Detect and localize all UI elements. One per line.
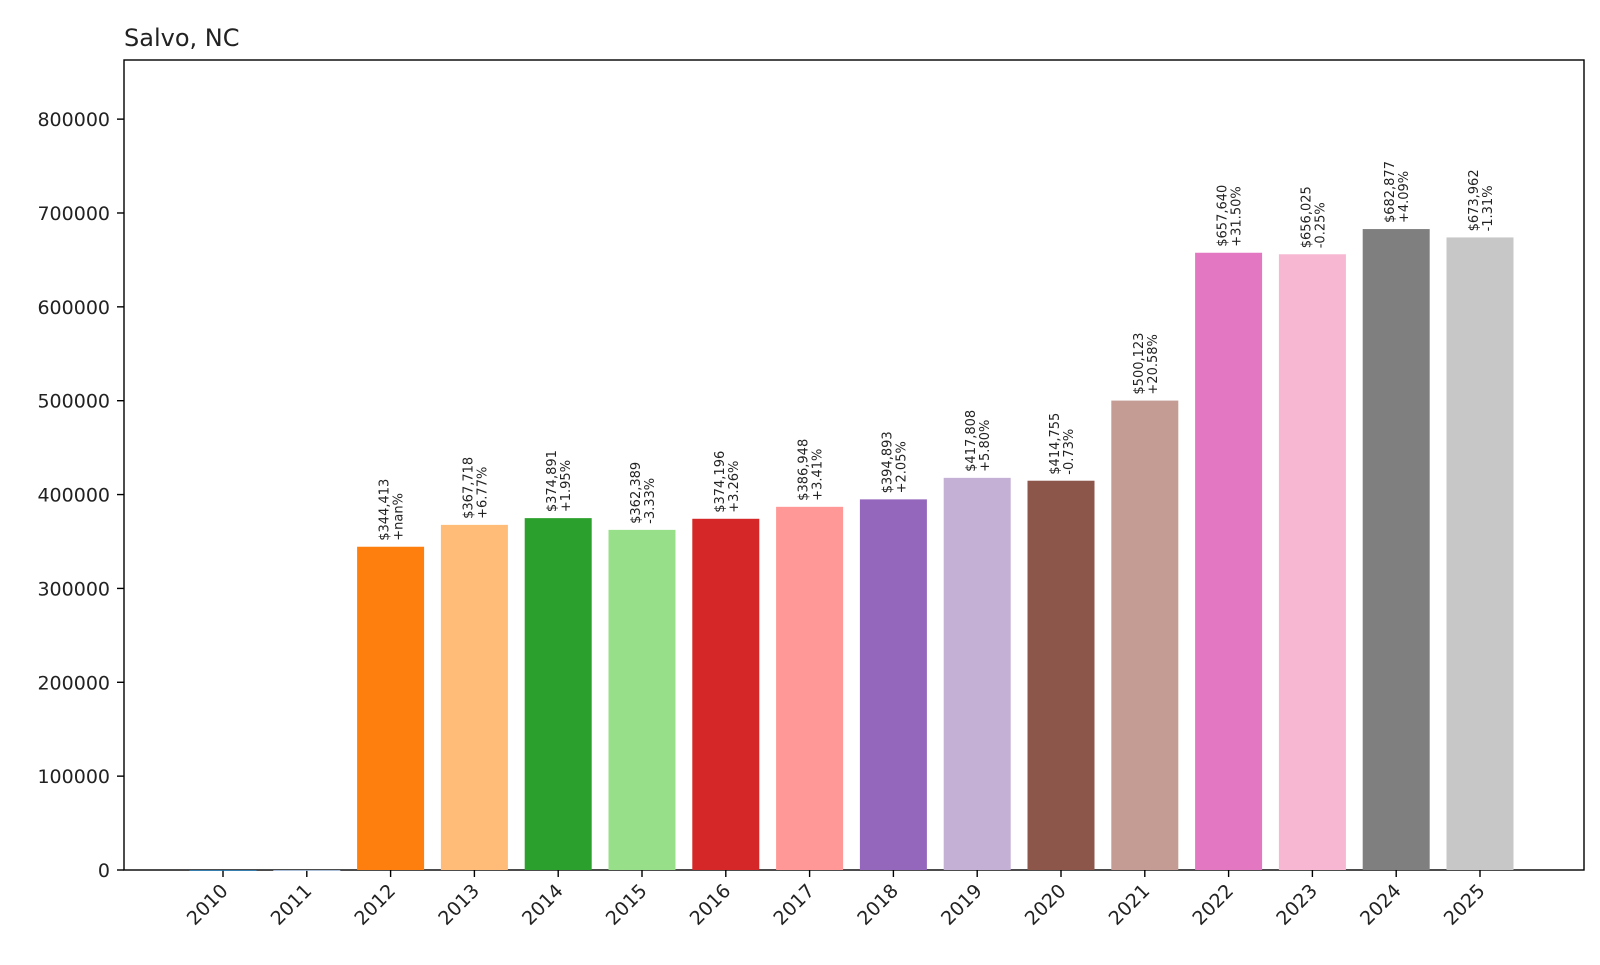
- bar-value-label: $500,123: [1132, 333, 1147, 395]
- bar-value-label: $386,948: [797, 439, 812, 501]
- bar-label: $682,877 +4.09%: [1383, 161, 1412, 223]
- bar-value-label: $367,718: [461, 457, 476, 519]
- bar-value-label: $362,389: [629, 462, 644, 524]
- data-labels: $344,413 +nan% $367,718 +6.77% $374,891 +1.95…: [378, 161, 1496, 541]
- x-tick-label: 2020: [1021, 880, 1071, 930]
- y-tick-label: 500000: [37, 391, 110, 413]
- plot-area-frame: [123, 59, 1585, 871]
- bar-label: $344,413 +nan%: [378, 479, 407, 541]
- x-tick-label: 2016: [686, 880, 736, 930]
- bar-label: $362,389 -3.33%: [629, 462, 658, 524]
- bar: [776, 506, 844, 870]
- bar-change-label: +20.58%: [1146, 334, 1161, 394]
- bar: [692, 518, 760, 870]
- x-tick-label: 2011: [267, 880, 317, 930]
- x-tick-label: 2018: [853, 880, 903, 930]
- bar: [524, 518, 592, 870]
- bar-label: $656,025 -0.25%: [1299, 186, 1328, 248]
- bar-change-label: -0.73%: [1062, 429, 1077, 475]
- bar-value-label: $673,962: [1467, 169, 1482, 231]
- y-tick-label: 400000: [37, 485, 110, 507]
- bar-value-label: $344,413: [378, 479, 393, 541]
- bar-value-label: $394,893: [880, 431, 895, 493]
- bar: [608, 529, 676, 870]
- bar-label: $386,948 +3.41%: [797, 439, 826, 501]
- x-tick-label: 2023: [1272, 880, 1322, 930]
- bar-label: $367,718 +6.77%: [461, 457, 490, 519]
- y-tick-label: 0: [98, 860, 110, 882]
- bar-change-label: +nan%: [392, 493, 407, 541]
- bar-label: $414,755 -0.73%: [1048, 413, 1077, 475]
- x-tick-label: 2012: [350, 880, 400, 930]
- bar-change-label: -3.33%: [643, 478, 658, 524]
- bar-value-label: $656,025: [1299, 186, 1314, 248]
- bar-change-label: -0.25%: [1313, 202, 1328, 248]
- bar-label: $417,808 +5.80%: [964, 410, 993, 472]
- x-tick-label: 2024: [1356, 880, 1406, 930]
- x-tick-label: 2021: [1105, 880, 1155, 930]
- x-tick-label: 2019: [937, 880, 987, 930]
- bar: [273, 870, 341, 871]
- x-tick-label: 2013: [434, 880, 484, 930]
- x-tick-label: 2022: [1188, 880, 1238, 930]
- bar-value-label: $414,755: [1048, 413, 1063, 475]
- y-tick-label: 300000: [37, 578, 110, 600]
- bar: [1278, 254, 1346, 870]
- bar-change-label: +2.05%: [894, 441, 909, 493]
- bar-value-label: $682,877: [1383, 161, 1398, 223]
- bar: [1446, 237, 1514, 871]
- x-tick-label: 2025: [1440, 880, 1490, 930]
- y-tick-label: 800000: [37, 109, 110, 131]
- bar-label: $394,893 +2.05%: [880, 431, 909, 493]
- bar-label: $374,891 +1.95%: [545, 450, 574, 512]
- bar: [1195, 252, 1263, 870]
- bar-change-label: +31.50%: [1230, 186, 1245, 246]
- bar: [357, 546, 425, 870]
- bar-value-label: $374,196: [713, 451, 728, 513]
- bar-value-label: $657,640: [1216, 185, 1231, 247]
- x-axis: 2010 2011 2012 2013 2014 2015 2016 2017 2018 2019…: [183, 870, 1490, 930]
- bars: [189, 229, 1514, 871]
- bar: [1111, 400, 1179, 870]
- bar-change-label: +1.95%: [559, 460, 574, 512]
- bar: [943, 477, 1011, 870]
- y-tick-label: 200000: [37, 672, 110, 694]
- bar-change-label: +4.09%: [1397, 171, 1412, 223]
- bar-label: $500,123 +20.58%: [1132, 333, 1161, 395]
- bar: [189, 870, 257, 871]
- bar-change-label: -1.31%: [1481, 185, 1496, 231]
- y-tick-label: 700000: [37, 203, 110, 225]
- y-axis: 0 100000 200000 300000 400000 500000 600000 700…: [37, 109, 124, 882]
- bar: [859, 499, 927, 870]
- bar-change-label: +5.80%: [978, 420, 993, 472]
- bar: [1362, 229, 1430, 871]
- bar-value-label: $417,808: [964, 410, 979, 472]
- bar-label: $673,962 -1.31%: [1467, 169, 1496, 231]
- bar-value-label: $374,891: [545, 450, 560, 512]
- bar-change-label: +3.26%: [727, 461, 742, 513]
- chart-title: Salvo, NC: [124, 24, 239, 52]
- bar: [440, 524, 508, 870]
- y-tick-label: 600000: [37, 297, 110, 319]
- bar-label: $657,640 +31.50%: [1216, 185, 1245, 247]
- bar: [1027, 480, 1095, 870]
- x-tick-label: 2010: [183, 880, 233, 930]
- x-tick-label: 2015: [602, 880, 652, 930]
- bar-change-label: +6.77%: [475, 467, 490, 519]
- bar-label: $374,196 +3.26%: [713, 451, 742, 513]
- x-tick-label: 2014: [518, 880, 568, 930]
- bar-change-label: +3.41%: [811, 449, 826, 501]
- y-tick-label: 100000: [37, 766, 110, 788]
- x-tick-label: 2017: [769, 880, 819, 930]
